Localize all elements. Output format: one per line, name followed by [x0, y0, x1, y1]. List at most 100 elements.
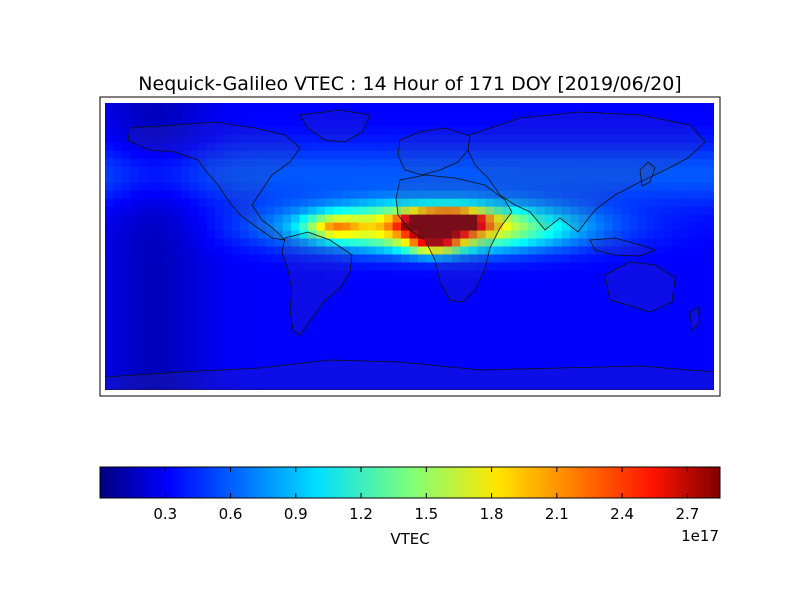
heatmap-cell	[578, 134, 588, 144]
heatmap-cell	[214, 103, 225, 112]
heatmap-cell	[240, 103, 250, 112]
heatmap-cell	[426, 350, 436, 359]
heatmap-cell	[341, 110, 351, 120]
heatmap-cell	[570, 254, 580, 264]
heatmap-cell	[308, 310, 318, 319]
heatmap-cell	[206, 238, 216, 248]
heatmap-cell	[274, 310, 284, 319]
heatmap-cell	[595, 222, 605, 232]
heatmap-cell	[130, 366, 140, 375]
heatmap-cell	[401, 206, 411, 216]
heatmap-cell	[367, 126, 377, 136]
heatmap-cell	[375, 158, 385, 168]
heatmap-cell	[138, 182, 148, 192]
heatmap-cell	[460, 190, 470, 200]
colorbar-label: VTEC	[390, 530, 429, 548]
heatmap-cell	[519, 198, 529, 208]
heatmap-cell	[240, 262, 250, 272]
heatmap-cell	[138, 270, 148, 279]
heatmap-cell	[417, 278, 428, 287]
heatmap-cell	[282, 246, 292, 256]
heatmap-cell	[629, 238, 639, 248]
heatmap-cell	[130, 326, 140, 335]
heatmap-cell	[468, 342, 478, 351]
heatmap-cell	[240, 358, 250, 367]
heatmap-cell	[578, 206, 588, 216]
heatmap-cell	[291, 174, 301, 184]
heatmap-cell	[291, 254, 301, 264]
heatmap-cell	[172, 286, 182, 295]
heatmap-cell	[282, 350, 292, 359]
heatmap-cell	[519, 230, 529, 240]
heatmap-cell	[316, 246, 326, 256]
heatmap-cell	[350, 366, 360, 375]
heatmap-cell	[282, 150, 292, 160]
heatmap-cell	[105, 318, 115, 327]
heatmap-cell	[680, 374, 690, 383]
heatmap-cell	[688, 238, 698, 248]
heatmap-cell	[443, 206, 453, 216]
heatmap-cell	[595, 230, 605, 240]
heatmap-cell	[155, 342, 165, 351]
heatmap-cell	[384, 110, 394, 120]
heatmap-cell	[316, 254, 326, 264]
heatmap-cell	[451, 270, 461, 279]
heatmap-cell	[595, 150, 605, 160]
heatmap-cell	[350, 286, 360, 295]
heatmap-cell	[426, 190, 436, 200]
heatmap-cell	[231, 278, 241, 287]
heatmap-cell	[248, 358, 258, 367]
heatmap-cell	[308, 294, 318, 303]
heatmap-cell	[612, 126, 622, 136]
heatmap-cell	[654, 374, 664, 383]
heatmap-cell	[341, 134, 351, 144]
heatmap-cell	[705, 126, 714, 136]
heatmap-cell	[172, 318, 182, 327]
heatmap-cell	[553, 366, 563, 375]
heatmap-cell	[341, 166, 351, 176]
heatmap-cell	[544, 246, 554, 256]
heatmap-cell	[468, 110, 478, 120]
heatmap-cell	[121, 198, 131, 208]
heatmap-cell	[502, 382, 512, 390]
heatmap-cell	[663, 278, 673, 287]
heatmap-cell	[680, 326, 690, 335]
heatmap-cell	[308, 262, 318, 272]
heatmap-cell	[460, 358, 470, 367]
heatmap-cell	[257, 382, 267, 390]
heatmap-cell	[324, 230, 334, 240]
heatmap-cell	[502, 350, 512, 359]
heatmap-cell	[697, 174, 707, 184]
heatmap-cell	[299, 103, 309, 112]
heatmap-cell	[206, 126, 216, 136]
heatmap-cell	[536, 342, 546, 351]
heatmap-cell	[214, 198, 225, 208]
heatmap-cell	[240, 310, 250, 319]
heatmap-cell	[680, 286, 690, 295]
heatmap-cell	[451, 254, 461, 264]
heatmap-cell	[164, 134, 174, 144]
heatmap-cell	[147, 118, 157, 128]
heatmap-cell	[198, 374, 208, 383]
heatmap-cell	[553, 246, 563, 256]
heatmap-cell	[257, 190, 267, 200]
heatmap-cell	[536, 374, 546, 383]
heatmap-cell	[401, 270, 411, 279]
heatmap-cell	[138, 318, 148, 327]
heatmap-cell	[527, 182, 537, 192]
heatmap-cell	[231, 342, 241, 351]
heatmap-cell	[147, 318, 157, 327]
heatmap-cell	[578, 350, 588, 359]
heatmap-cell	[646, 182, 656, 192]
heatmap-cell	[308, 342, 318, 351]
heatmap-cell	[308, 350, 318, 359]
heatmap-cell	[138, 286, 148, 295]
heatmap-cell	[553, 254, 563, 264]
australia	[604, 261, 676, 313]
heatmap-cell	[680, 142, 690, 152]
heatmap-cell	[206, 110, 216, 120]
heatmap-cell	[544, 230, 554, 240]
heatmap-cell	[620, 230, 631, 240]
heatmap-cell	[443, 214, 453, 224]
heatmap-cell	[646, 222, 656, 232]
